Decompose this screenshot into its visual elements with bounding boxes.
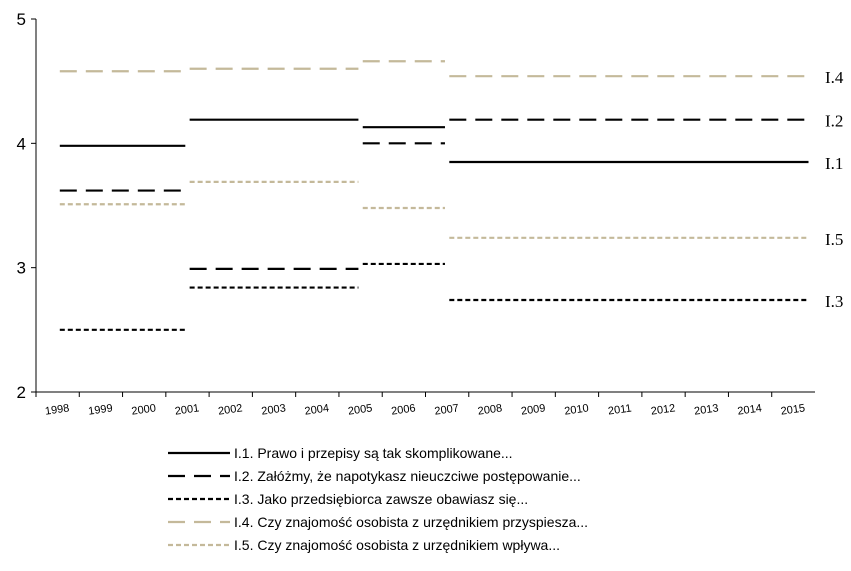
x-tick-label: 2001 xyxy=(174,402,200,417)
legend-label: I.1. Prawo i przepisy są tak skomplikowa… xyxy=(234,445,513,461)
x-tick-label: 2013 xyxy=(693,402,719,417)
x-tick-label: 2005 xyxy=(347,402,373,417)
y-tick-label: 3 xyxy=(17,259,26,278)
series-end-label: I.1 xyxy=(825,154,843,173)
y-tick-label: 5 xyxy=(17,10,26,29)
x-tick-label: 2009 xyxy=(520,402,546,417)
x-tick-label: 2014 xyxy=(737,402,763,417)
x-tick-label: 2011 xyxy=(607,402,632,417)
legend-item: I.4. Czy znajomość osobista z urzędnikie… xyxy=(168,514,588,530)
legend-item: I.5. Czy znajomość osobista z urzędnikie… xyxy=(168,537,560,553)
x-tick-label: 1999 xyxy=(88,402,114,417)
x-tick-label: 2012 xyxy=(650,402,676,417)
legend-label: I.4. Czy znajomość osobista z urzędnikie… xyxy=(234,514,588,530)
series-I.3 xyxy=(59,262,809,331)
y-axis-ticks: 2 3 4 5 xyxy=(17,10,36,402)
series-end-label: I.2 xyxy=(825,112,843,131)
x-tick-label: 2010 xyxy=(564,402,590,417)
x-tick-label: 2000 xyxy=(131,402,157,417)
series-end-label: I.3 xyxy=(825,292,843,311)
series-I.1 xyxy=(59,118,809,164)
x-tick-label: 2004 xyxy=(304,402,330,417)
legend: I.1. Prawo i przepisy są tak skomplikowa… xyxy=(168,445,588,553)
legend-label: I.3. Jako przedsiębiorca zawsze obawiasz… xyxy=(234,491,528,507)
legend-label: I.2. Załóżmy, że napotykasz nieuczciwe p… xyxy=(234,468,581,484)
series-end-label: I.5 xyxy=(825,230,843,249)
x-tick-label: 1998 xyxy=(44,402,70,417)
axes xyxy=(35,19,815,393)
legend-label: I.5. Czy znajomość osobista z urzędnikie… xyxy=(234,537,560,553)
series-end-labels: I.1 I.2 I.3 I.4 I.5 xyxy=(825,68,844,311)
series-I.5 xyxy=(59,180,809,239)
y-tick-label: 4 xyxy=(17,134,26,153)
x-tick-label: 2002 xyxy=(217,402,243,417)
x-tick-label: 2003 xyxy=(261,402,287,417)
x-axis-ticks: 1998 1999 2000 2001 2002 2003 2004 2005 2006 2007… xyxy=(35,392,806,418)
legend-item: I.2. Załóżmy, że napotykasz nieuczciwe p… xyxy=(168,468,581,484)
series-end-label: I.4 xyxy=(825,68,844,87)
legend-item: I.3. Jako przedsiębiorca zawsze obawiasz… xyxy=(168,491,528,507)
series-I.2 xyxy=(59,118,809,271)
series-I.4 xyxy=(59,60,809,78)
x-tick-label: 2008 xyxy=(477,402,503,417)
legend-item: I.1. Prawo i przepisy są tak skomplikowa… xyxy=(168,445,513,461)
y-tick-label: 2 xyxy=(17,383,26,402)
x-tick-label: 2007 xyxy=(434,402,460,417)
x-tick-label: 2006 xyxy=(390,402,416,417)
x-tick-label: 2015 xyxy=(780,402,806,417)
series-lines xyxy=(59,60,809,331)
